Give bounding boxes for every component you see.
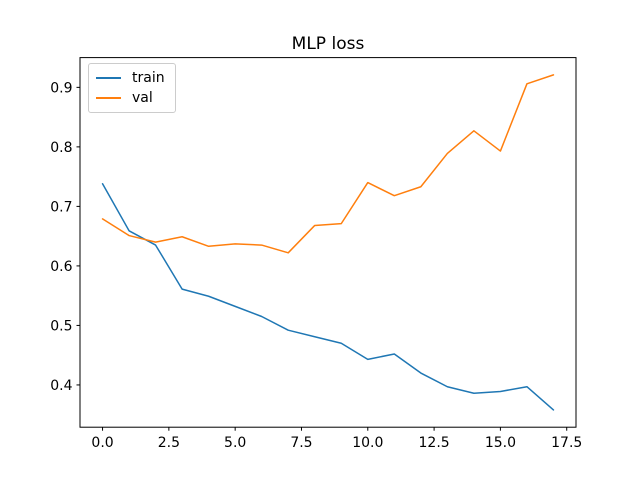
legend-item-val: val (96, 88, 165, 108)
x-tick-label: 17.5 (551, 435, 582, 451)
x-tick-label: 2.5 (158, 435, 180, 451)
val-legend-line-swatch (96, 97, 121, 99)
x-tick-label: 0.0 (91, 435, 113, 451)
y-tick-label: 0.9 (50, 80, 72, 96)
train-legend-line-swatch (96, 77, 121, 79)
legend-item-train: train (96, 68, 165, 88)
y-tick-label: 0.6 (50, 259, 72, 275)
x-tick-label: 7.5 (290, 435, 312, 451)
train-line (101, 183, 555, 411)
x-tick-label: 12.5 (419, 435, 450, 451)
chart-title: MLP loss (292, 34, 365, 54)
y-tick-label: 0.4 (50, 378, 72, 394)
val-line (101, 74, 555, 254)
legend-label: val (132, 90, 153, 106)
legend-label: train (132, 70, 165, 86)
plot-frame (79, 57, 577, 428)
x-tick-label: 15.0 (485, 435, 516, 451)
x-tick-label: 10.0 (352, 435, 383, 451)
y-tick-label: 0.7 (50, 199, 72, 215)
series-layer (101, 74, 555, 411)
legend-box: train val (88, 63, 176, 113)
x-tick-label: 5.0 (224, 435, 246, 451)
axes-layer: 0.0 2.5 5.0 7.5 10.0 12.5 15.0 17.5 0.4 0.5 0.6 0.7… (50, 57, 582, 451)
y-tick-label: 0.5 (50, 318, 72, 334)
y-tick-label: 0.8 (50, 140, 72, 156)
